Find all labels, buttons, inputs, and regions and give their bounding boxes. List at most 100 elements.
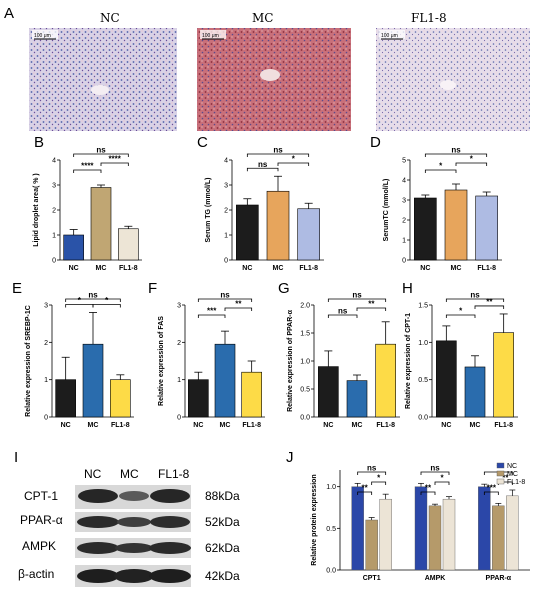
significance-bracket — [445, 314, 476, 318]
y-tick-label: 0.0 — [418, 415, 428, 422]
panel-letter-c: C — [197, 134, 208, 151]
scale-bar-label-fl18: 100 μm — [381, 33, 398, 39]
x-tick-label: MC — [451, 265, 462, 272]
x-tick-label: FL1-8 — [299, 265, 318, 272]
y-tick-label: 2 — [52, 208, 56, 215]
chart-e: 0 1 2 3 Relative expression of SREBP-1C NC MC F… — [25, 291, 134, 429]
y-tick-label: 1.5 — [300, 331, 310, 338]
y-tick-label: 3 — [402, 198, 406, 205]
significance-label: ns — [367, 464, 377, 473]
y-tick-label: 0 — [177, 415, 181, 422]
significance-bracket — [455, 162, 488, 166]
band-actin-mc — [114, 569, 154, 583]
y-tick-label: 2 — [224, 208, 228, 215]
significance-bracket — [246, 167, 279, 172]
band-ampk-nc — [77, 542, 119, 554]
legend-swatch — [496, 478, 505, 485]
scale-bar-box-mc — [200, 30, 226, 39]
significance-label: ns — [430, 464, 440, 473]
x-tick-label: NC — [193, 422, 203, 429]
significance-label: ns — [451, 146, 461, 155]
significance-label: ns — [273, 146, 283, 155]
band-label-ampk: AMPK — [22, 539, 56, 553]
significance-bracket — [420, 491, 436, 495]
band-cpt1-nc — [78, 489, 118, 503]
panel-letter-a: A — [4, 5, 14, 22]
significance-label: * — [78, 296, 82, 305]
y-tick-label: 3 — [44, 303, 48, 310]
bar — [214, 343, 236, 418]
y-axis-label: Serum TG (mmol/L) — [205, 178, 212, 243]
bar — [236, 204, 259, 261]
y-tick-label: 0.5 — [418, 377, 428, 384]
x-tick-label: FL1-8 — [119, 265, 138, 272]
lane-label-nc: NC — [84, 467, 102, 481]
bar — [90, 187, 112, 261]
chart-d: 0 1 2 3 4 5 SerumTC (mmol/L) NC MC FL1-8 ns * * — [383, 146, 502, 272]
significance-label: ** — [486, 297, 493, 306]
y-tick-label: 2 — [177, 340, 181, 347]
y-tick-label: 1 — [402, 238, 406, 245]
significance-label: * — [440, 474, 444, 483]
significance-label: * — [105, 296, 109, 305]
y-tick-label: 2 — [402, 218, 406, 225]
band-ppara-mc — [117, 517, 151, 527]
significance-label: ** — [368, 300, 375, 309]
band-cpt1-mc — [119, 491, 149, 501]
significance-label: ** — [425, 484, 432, 493]
band-label-ppara: PPAR-α — [20, 513, 63, 527]
significance-label: ns — [338, 307, 348, 316]
legend-label: MC — [507, 471, 518, 478]
y-tick-label: 3 — [224, 183, 228, 190]
significance-bracket — [224, 307, 253, 311]
panel-letter-e: E — [12, 280, 22, 297]
panel-letter-b: B — [34, 134, 44, 151]
y-tick-label: 4 — [224, 158, 228, 165]
bar — [444, 189, 468, 261]
x-tick-label: FL1-8 — [111, 422, 130, 429]
chart-g: 0.0 0.5 1.0 1.5 2.0 Relative expression of PP… — [287, 291, 400, 429]
significance-label: ns — [220, 291, 230, 300]
histology-panel: NC MC FL1-8 100 μm 100 μm 100 μm — [29, 11, 530, 131]
y-axis-label: Relative expression of CPT-1 — [405, 313, 412, 409]
significance-bracket — [327, 314, 358, 318]
significance-label: ** — [502, 474, 509, 483]
significance-label: *** — [207, 307, 217, 316]
significance-label: ** — [362, 484, 369, 493]
significance-bracket — [356, 307, 387, 311]
significance-label: **** — [81, 162, 94, 171]
x-tick-label: NC — [242, 265, 252, 272]
panel-letter-f: F — [148, 280, 157, 297]
x-tick-label: AMPK — [425, 575, 446, 582]
significance-label: ns — [88, 291, 98, 300]
significance-bracket — [434, 481, 450, 485]
x-tick-label: MC — [273, 265, 284, 272]
y-tick-label: 0.5 — [326, 526, 336, 533]
significance-bracket — [445, 298, 505, 302]
significance-bracket — [65, 298, 121, 302]
bar — [82, 343, 104, 418]
significance-label: **** — [108, 155, 121, 164]
significance-label: ns — [352, 291, 362, 300]
x-tick-label: PPAR-α — [486, 575, 512, 582]
significance-label: * — [439, 162, 443, 171]
band-label-cpt1: CPT-1 — [24, 489, 58, 503]
significance-label: ns — [470, 291, 480, 300]
bar — [365, 519, 378, 571]
bar — [241, 371, 262, 418]
significance-bracket — [100, 162, 129, 166]
x-tick-label: MC — [352, 422, 363, 429]
significance-label: * — [459, 307, 463, 316]
band-actin-fl18 — [149, 569, 191, 583]
bar — [492, 505, 505, 571]
x-tick-label: NC — [323, 422, 333, 429]
significance-bracket — [371, 481, 387, 485]
chart-j: 0.0 0.5 1.0 Relative protein expression CPT1… — [311, 462, 530, 582]
band-cpt1-fl18 — [150, 489, 190, 503]
x-tick-label: CPT1 — [363, 575, 381, 582]
scale-bar-box-fl18 — [379, 30, 405, 39]
bar — [118, 228, 139, 261]
scale-bar-label-mc: 100 μm — [202, 33, 219, 39]
